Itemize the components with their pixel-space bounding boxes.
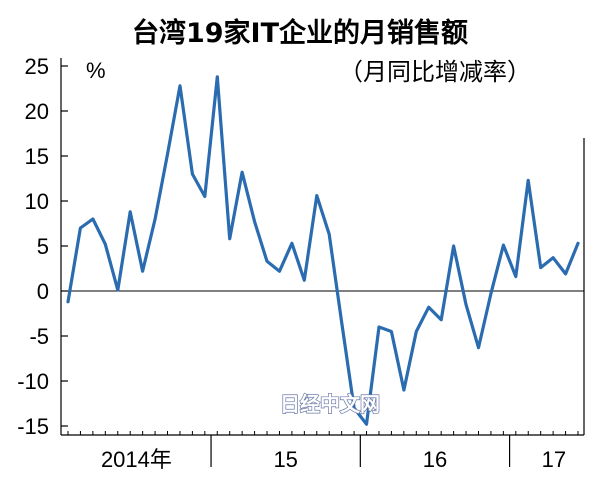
y-tick-label: 5 (37, 234, 49, 259)
y-tick-label: -15 (17, 414, 49, 439)
series-group (66, 75, 580, 426)
x-axis: 2014年 15 16 17 (67, 431, 579, 472)
y-tick-label: 25 (25, 54, 49, 79)
year-label: 17 (542, 447, 566, 472)
y-tick-label: 15 (25, 144, 49, 169)
y-tick-label: 0 (37, 279, 49, 304)
y-axis: 25 20 15 10 5 0 -5 -10 -15 (17, 54, 68, 439)
year-label: 16 (423, 447, 447, 472)
watermark: 日经中文网 (280, 392, 380, 416)
year-label: 2014年 (101, 447, 172, 472)
year-label: 15 (273, 447, 297, 472)
chart-subtitle: （月同比增减率） (339, 58, 531, 86)
y-tick-label: -10 (17, 369, 49, 394)
y-tick-label: -5 (29, 324, 49, 349)
y-tick-label: 10 (25, 189, 49, 214)
y-tick-label: 20 (25, 99, 49, 124)
y-axis-unit: % (86, 58, 106, 83)
series-line (66, 75, 580, 426)
chart-title: 台湾19家IT企业的月销售额 (132, 17, 468, 49)
